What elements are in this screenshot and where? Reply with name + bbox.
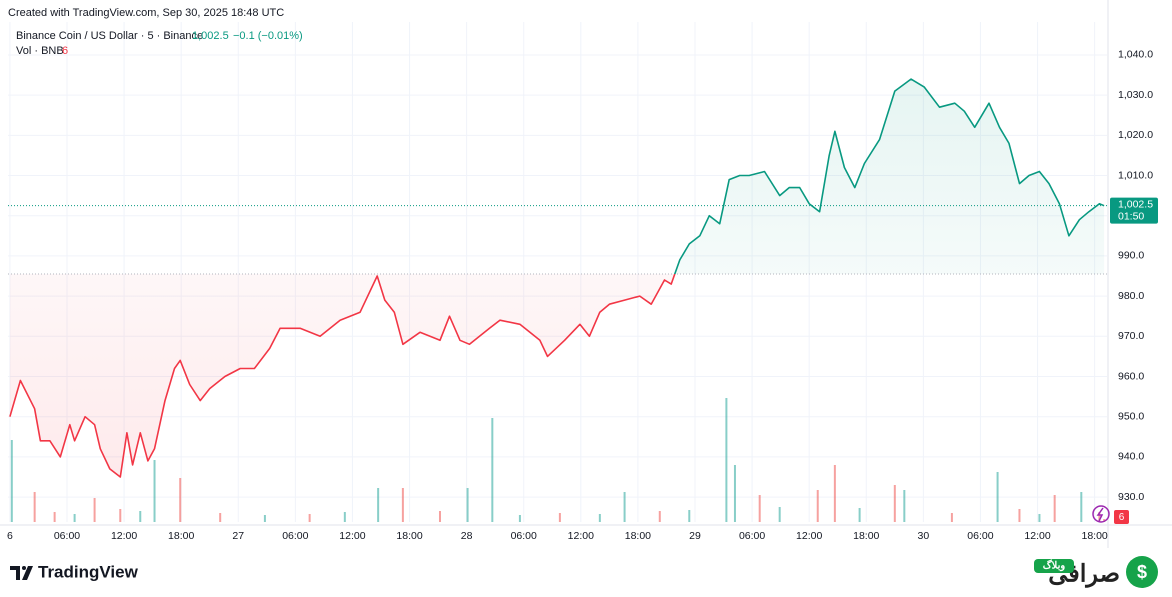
volume-bar: [950, 513, 953, 522]
volume-bar: [73, 514, 76, 522]
volume-bar: [263, 515, 266, 522]
volume-bar: [833, 465, 836, 522]
volume-bar: [10, 440, 13, 522]
x-tick-label: 06:00: [54, 530, 80, 542]
volume-bar: [491, 418, 494, 522]
volume-bar: [1038, 514, 1041, 522]
volume-bar: [93, 498, 96, 522]
vol-value: 6: [62, 45, 68, 57]
tv-logo: TradingView: [38, 562, 139, 581]
watermark-icon-glyph: $: [1137, 562, 1147, 582]
watermark-badge: وبلاگ: [1043, 559, 1066, 572]
volume-bar: [343, 512, 346, 522]
volume-bar: [816, 490, 819, 522]
price-line: [9, 78, 1105, 478]
volume-bar: [466, 488, 469, 522]
baseline-area: [9, 79, 1105, 477]
x-tick-label: 06:00: [282, 530, 308, 542]
x-tick-label: 30: [918, 530, 930, 542]
y-tick-label: 1,010.0: [1118, 169, 1153, 181]
volume-bar: [153, 460, 156, 522]
volume-bar: [219, 513, 222, 522]
y-tick-label: 980.0: [1118, 290, 1144, 302]
tv-logo-icon: [10, 566, 33, 580]
tv-logo-dot: [22, 566, 26, 570]
volume-bar: [858, 508, 861, 522]
x-tick-label: 12:00: [111, 530, 137, 542]
x-tick-label: 06:00: [967, 530, 993, 542]
y-tick-label: 990.0: [1118, 250, 1144, 262]
x-tick-label: 18:00: [853, 530, 879, 542]
volume-bar: [688, 510, 691, 522]
volume-bar: [401, 488, 404, 522]
volume-bar: [658, 511, 661, 522]
x-tick-label: 27: [232, 530, 244, 542]
y-tick-label: 1,030.0: [1118, 89, 1153, 101]
volume-bar: [903, 490, 906, 522]
x-tick-label: 12:00: [568, 530, 594, 542]
volume-badge: 6: [1119, 512, 1125, 523]
x-tick-label: 18:00: [1081, 530, 1107, 542]
x-tick-label: 06:00: [739, 530, 765, 542]
x-tick-label: 12:00: [1024, 530, 1050, 542]
volume-bar: [1080, 492, 1083, 522]
price: 1,002.5: [192, 30, 229, 42]
x-tick-label: 29: [689, 530, 701, 542]
replay-icon[interactable]: [1092, 505, 1110, 523]
volume-bar: [996, 472, 999, 522]
volume-bar: [758, 495, 761, 522]
watermark-icon: [1126, 556, 1158, 588]
volume-bar: [179, 478, 182, 522]
volume-bar: [1018, 509, 1021, 522]
symbol: Binance Coin / US Dollar · 5 · Binance: [16, 30, 203, 42]
volume-badge-bg: [1114, 510, 1129, 524]
volume-bar: [558, 513, 561, 522]
volume-bar: [518, 515, 521, 522]
volume-bar: [1098, 512, 1101, 522]
y-tick-label: 950.0: [1118, 410, 1144, 422]
x-tick-label: 18:00: [625, 530, 651, 542]
created-note: Created with TradingView.com, Sep 30, 20…: [8, 7, 284, 19]
y-tick-label: 940.0: [1118, 451, 1144, 463]
x-tick-label: 28: [461, 530, 473, 542]
x-tick-label: 12:00: [339, 530, 365, 542]
last-price-box: [1110, 197, 1158, 224]
change: −0.1 (−0.01%): [233, 30, 303, 42]
vol-label: Vol · BNB: [16, 45, 64, 57]
volume-bar: [725, 398, 728, 522]
volume-bar: [733, 465, 736, 522]
volume-bar: [1053, 495, 1056, 522]
countdown: 01:50: [1118, 210, 1144, 222]
y-tick-label: 930.0: [1118, 491, 1144, 503]
x-tick-label: 6: [7, 530, 13, 542]
replay-bolt: [1096, 507, 1104, 522]
volume-bar: [308, 514, 311, 522]
volume-bar: [377, 488, 380, 522]
volume-bar: [139, 511, 142, 522]
watermark-badge-bg: [1034, 559, 1074, 573]
y-tick-label: 1,020.0: [1118, 129, 1153, 141]
volume-bar: [33, 492, 36, 522]
y-tick-label: 1,040.0: [1118, 49, 1153, 61]
x-tick-label: 12:00: [796, 530, 822, 542]
volume-bar: [53, 512, 56, 522]
volume-bar: [893, 485, 896, 522]
y-tick-label: 970.0: [1118, 330, 1144, 342]
x-tick-label: 06:00: [511, 530, 537, 542]
volume-bar: [598, 514, 601, 522]
x-tick-label: 18:00: [396, 530, 422, 542]
y-tick-label: 960.0: [1118, 370, 1144, 382]
volume-bar: [438, 511, 441, 522]
last-price-label: 1,002.5: [1118, 198, 1153, 210]
volume-bar: [778, 507, 781, 522]
x-tick-label: 18:00: [168, 530, 194, 542]
volume-bar: [119, 509, 122, 522]
volume-bar: [623, 492, 626, 522]
volume-bar: [1103, 519, 1106, 522]
